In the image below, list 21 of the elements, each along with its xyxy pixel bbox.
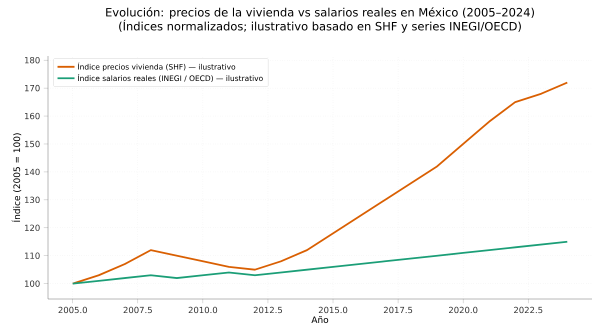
x-tick-label: 2012.5 [254, 306, 282, 314]
x-tick-label: 2020.0 [448, 306, 478, 314]
y-tick-label: 160 [25, 112, 40, 120]
y-tick-label: 130 [25, 196, 40, 204]
y-tick-label: 170 [25, 84, 40, 92]
y-axis-title: Índice (2005 = 100) [12, 133, 22, 222]
y-tick-label: 180 [25, 56, 40, 64]
y-tick-label: 110 [25, 252, 40, 259]
chart-subtitle: (Índices normalizados; ilustrativo basado en SHF y series INEGI/OECD) [119, 20, 521, 33]
x-tick-label: 2010.0 [188, 306, 218, 314]
y-tick-label: 100 [25, 280, 40, 287]
x-tick-label: 2015.0 [318, 306, 348, 314]
chart-title: Evolución: precios de la vivienda vs salarios reales en México (2005–2024) [106, 7, 534, 19]
x-axis-title: Año [311, 316, 328, 324]
y-tick-label: 140 [25, 168, 40, 176]
y-tick-label: 120 [25, 224, 40, 231]
y-tick-label: 150 [25, 140, 40, 148]
x-tick-label: 2017.5 [384, 306, 412, 314]
x-tick-label: 2007.5 [124, 306, 152, 314]
x-tick-label: 2005.0 [58, 306, 87, 314]
x-tick-label: 2022.5 [514, 306, 542, 314]
